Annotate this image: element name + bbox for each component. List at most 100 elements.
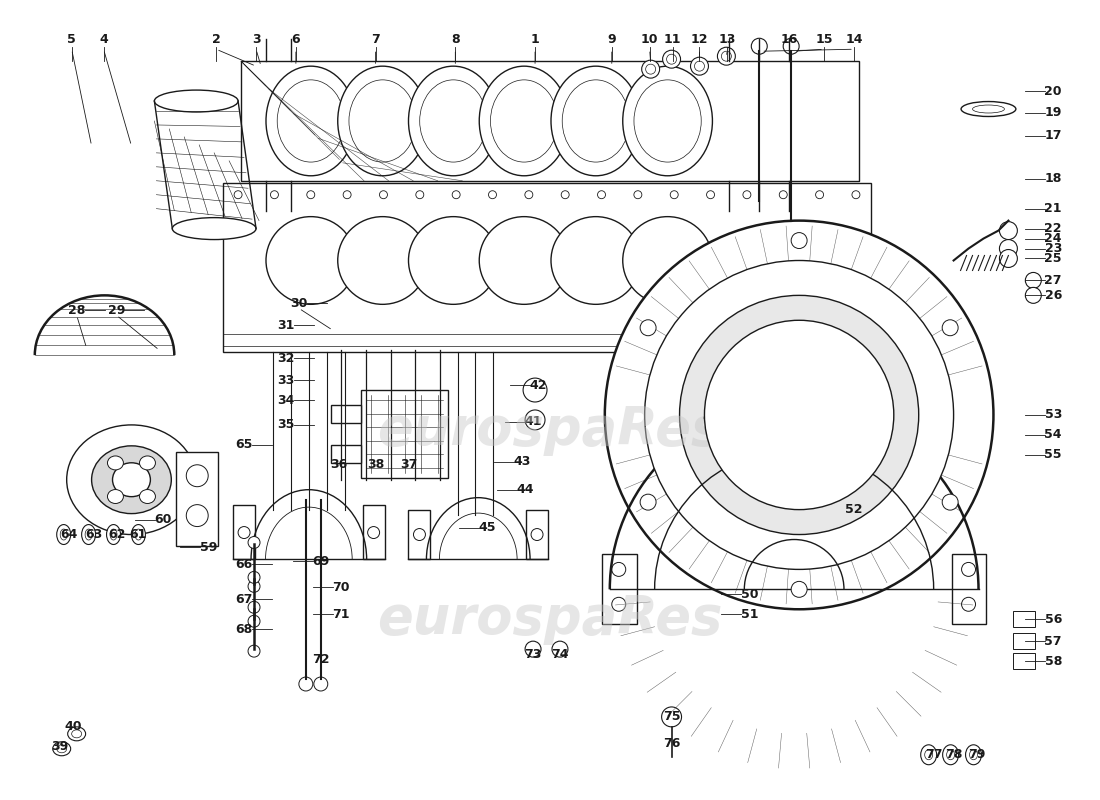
Text: 4: 4 <box>99 33 108 46</box>
Ellipse shape <box>135 529 142 540</box>
Ellipse shape <box>57 745 67 753</box>
Text: 33: 33 <box>277 374 295 386</box>
Text: 59: 59 <box>199 541 217 554</box>
Text: 31: 31 <box>277 318 295 332</box>
Circle shape <box>1000 239 1018 258</box>
Text: 77: 77 <box>925 748 943 762</box>
Circle shape <box>597 190 605 198</box>
Text: 32: 32 <box>277 352 295 365</box>
Text: 75: 75 <box>663 710 680 723</box>
Circle shape <box>640 494 656 510</box>
Circle shape <box>314 677 328 691</box>
Ellipse shape <box>961 102 1016 117</box>
Circle shape <box>704 320 894 510</box>
Text: 24: 24 <box>1045 232 1062 245</box>
Text: 65: 65 <box>235 438 253 451</box>
Ellipse shape <box>140 490 155 503</box>
Text: 50: 50 <box>740 588 758 601</box>
Text: 27: 27 <box>1045 274 1062 287</box>
Circle shape <box>249 580 260 592</box>
Text: 78: 78 <box>945 748 962 762</box>
Text: 79: 79 <box>968 748 986 762</box>
Text: 58: 58 <box>1045 654 1062 667</box>
Ellipse shape <box>108 490 123 503</box>
Circle shape <box>751 38 767 54</box>
Ellipse shape <box>107 525 121 545</box>
Circle shape <box>307 190 315 198</box>
Circle shape <box>186 505 208 526</box>
Text: eurospaRes: eurospaRes <box>377 594 723 646</box>
Circle shape <box>694 61 704 71</box>
Text: 71: 71 <box>332 608 350 621</box>
Circle shape <box>249 645 260 657</box>
Circle shape <box>234 190 242 198</box>
Ellipse shape <box>53 742 70 756</box>
Text: 43: 43 <box>514 455 531 468</box>
Ellipse shape <box>91 446 172 514</box>
Ellipse shape <box>491 80 558 162</box>
Circle shape <box>561 190 569 198</box>
Text: 15: 15 <box>815 33 833 46</box>
Ellipse shape <box>972 105 1004 113</box>
Circle shape <box>379 190 387 198</box>
Ellipse shape <box>60 529 67 540</box>
Text: 53: 53 <box>1045 409 1062 422</box>
Text: 39: 39 <box>51 740 68 754</box>
Ellipse shape <box>154 90 238 112</box>
Circle shape <box>249 602 260 614</box>
Text: 44: 44 <box>516 483 534 496</box>
Text: 36: 36 <box>330 458 348 471</box>
Text: 49: 49 <box>868 448 886 462</box>
Text: 61: 61 <box>130 528 147 541</box>
Text: 1: 1 <box>530 33 539 46</box>
Text: 38: 38 <box>367 458 384 471</box>
Ellipse shape <box>408 217 498 304</box>
Circle shape <box>783 38 799 54</box>
Text: 48: 48 <box>868 426 886 438</box>
Text: 13: 13 <box>718 33 736 46</box>
Text: 40: 40 <box>65 720 82 734</box>
FancyBboxPatch shape <box>233 505 255 559</box>
Circle shape <box>343 190 351 198</box>
Text: 41: 41 <box>525 415 542 429</box>
Ellipse shape <box>480 217 569 304</box>
Text: 3: 3 <box>252 33 261 46</box>
Text: eurospaRes: eurospaRes <box>377 404 723 456</box>
Text: 66: 66 <box>235 558 253 571</box>
Text: 62: 62 <box>108 528 125 541</box>
Circle shape <box>717 47 736 65</box>
Circle shape <box>612 598 626 611</box>
Circle shape <box>640 320 656 336</box>
Circle shape <box>943 320 958 336</box>
Circle shape <box>680 295 918 534</box>
Circle shape <box>706 190 715 198</box>
Text: 52: 52 <box>845 503 862 516</box>
Text: 76: 76 <box>663 738 680 750</box>
Text: 19: 19 <box>1045 106 1062 119</box>
Circle shape <box>691 57 708 75</box>
Circle shape <box>525 410 544 430</box>
Ellipse shape <box>140 456 155 470</box>
Text: 26: 26 <box>1045 289 1062 302</box>
FancyBboxPatch shape <box>361 390 449 478</box>
Text: 14: 14 <box>845 33 862 46</box>
Text: 51: 51 <box>740 608 758 621</box>
Text: 22: 22 <box>1045 222 1062 235</box>
Circle shape <box>661 707 682 727</box>
Ellipse shape <box>57 525 70 545</box>
FancyBboxPatch shape <box>526 510 548 559</box>
FancyBboxPatch shape <box>602 554 637 624</box>
Ellipse shape <box>921 745 937 765</box>
Circle shape <box>961 562 976 576</box>
FancyBboxPatch shape <box>1013 653 1035 669</box>
Text: 64: 64 <box>60 528 77 541</box>
Text: 68: 68 <box>235 622 253 636</box>
Text: 37: 37 <box>399 458 417 471</box>
Text: 23: 23 <box>1045 242 1062 255</box>
Ellipse shape <box>551 217 640 304</box>
Text: 11: 11 <box>663 33 681 46</box>
Text: 56: 56 <box>1045 613 1062 626</box>
Ellipse shape <box>408 66 498 176</box>
Ellipse shape <box>966 745 981 765</box>
Ellipse shape <box>943 745 958 765</box>
